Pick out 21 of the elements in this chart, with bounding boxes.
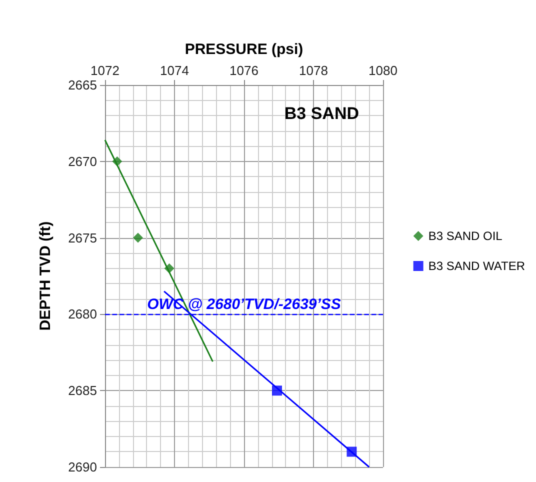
y-axis-title: DEPTH TVD (ft) [37,221,54,331]
y-tick-label: 2680 [68,306,97,322]
point [164,263,174,274]
y-tick-label: 2685 [68,383,97,398]
point [346,446,357,457]
x-axis-title: PRESSURE (psi) [184,41,304,58]
text: B3 SAND [284,104,359,123]
x-tick-label: 1076 [230,63,258,78]
y-tick-label: 2665 [68,78,97,92]
point [112,156,122,166]
point [272,386,282,396]
x-tick-label: 1074 [160,63,189,78]
legend-label: B3 SAND OIL [428,229,503,243]
x-tick-label: 1078 [299,63,328,78]
x-tick-label: 1080 [368,63,398,78]
point [133,232,144,243]
y-tick-label: 2690 [68,460,97,474]
y-tick-label: 2675 [68,230,97,246]
legend-label: B3 SAND WATER [428,259,526,273]
x-tick-label: 1072 [90,63,120,78]
y-tick-label: 2670 [68,154,97,169]
